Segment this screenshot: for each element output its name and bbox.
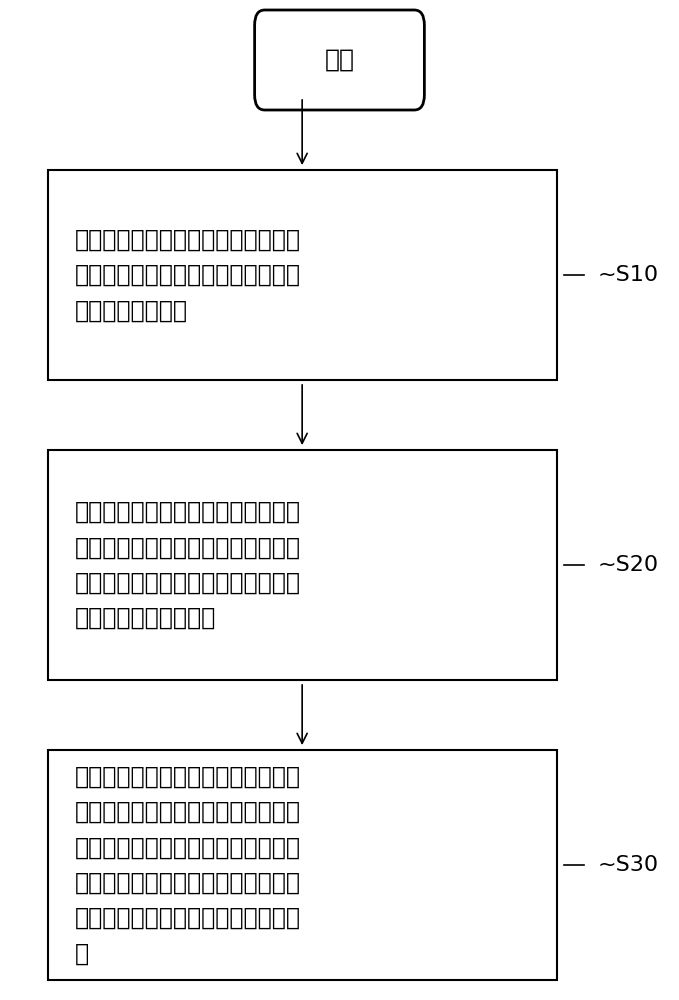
Text: 开始: 开始 <box>325 48 354 72</box>
Text: 利用控制器自控制器代理用户端架构
的多个逻辑实体的至少一部分之间的
互动取得多个计量: 利用控制器自控制器代理用户端架构 的多个逻辑实体的至少一部分之间的 互动取得多个… <box>75 228 301 322</box>
FancyBboxPatch shape <box>48 750 557 980</box>
Text: ~S10: ~S10 <box>598 265 659 285</box>
Text: ~S30: ~S30 <box>598 855 659 875</box>
Text: 因应一时间测量数达到预定临界値，
利用控制器触发至少与多个代理器相
关的至少一运作，以容许最佳基本服
务组被选择为目标基本服务组以供漫
游，从而增强多存取点网路: 因应一时间测量数达到预定临界値， 利用控制器触发至少与多个代理器相 关的至少一运… <box>75 764 301 966</box>
Text: ~S20: ~S20 <box>598 555 659 575</box>
FancyBboxPatch shape <box>48 450 557 680</box>
FancyBboxPatch shape <box>48 170 557 380</box>
FancyBboxPatch shape <box>255 10 424 110</box>
Text: 依据多个计量分别计算一组基本服务
组的多个基本服务组分数，以供依据
多个基本服务组分数自该组基本服务
组选择最佳基本服务组: 依据多个计量分别计算一组基本服务 组的多个基本服务组分数，以供依据 多个基本服务… <box>75 500 301 630</box>
